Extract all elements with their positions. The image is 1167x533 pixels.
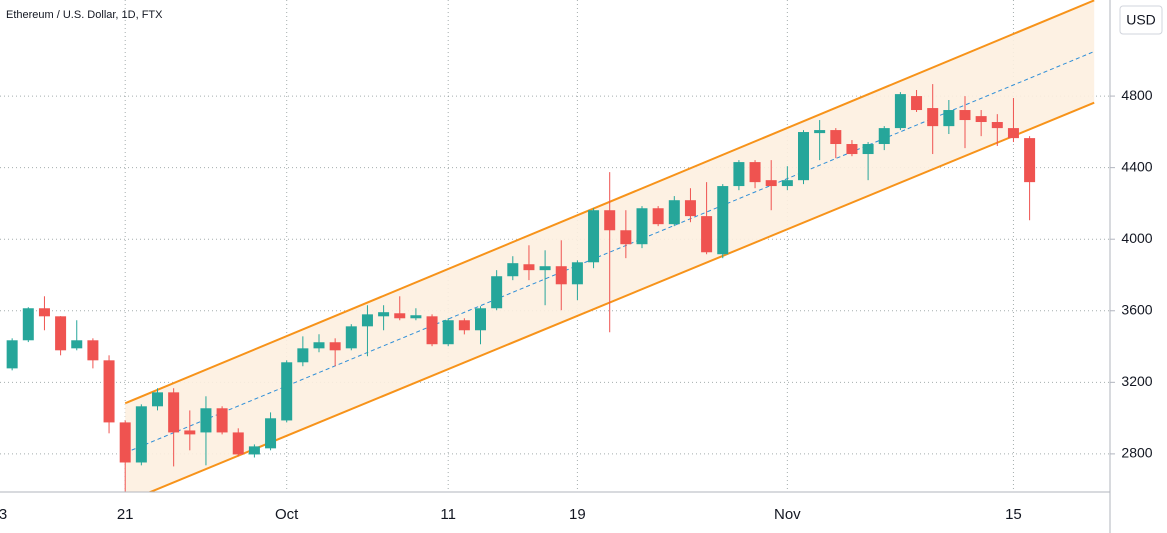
- candle-body: [991, 122, 1003, 129]
- axis-layer: 2800 3200 3600 4000 4400 4800 3 21 Oct 11 19 Nov 15: [0, 87, 1153, 523]
- candle-body: [135, 406, 147, 463]
- candle-body: [571, 262, 583, 285]
- y-tick-label: 4000: [1121, 230, 1152, 246]
- candle-body: [103, 360, 115, 423]
- candle-body: [378, 312, 390, 317]
- x-tick-label: 3: [0, 506, 7, 523]
- candle-body: [798, 132, 809, 181]
- candle-body: [765, 180, 777, 187]
- candle-body: [394, 313, 406, 319]
- y-tick-label: 2800: [1121, 445, 1152, 461]
- candle-body: [22, 308, 34, 341]
- candle-body: [733, 162, 745, 187]
- candle-body: [442, 320, 454, 345]
- candle-body: [184, 430, 196, 435]
- candle-body: [1024, 138, 1036, 183]
- candle-body: [539, 266, 551, 271]
- candle-body: [701, 216, 713, 253]
- x-tick-label: 15: [1005, 506, 1022, 523]
- candle-body: [38, 308, 50, 317]
- candle-body: [749, 162, 761, 183]
- candle-body: [830, 130, 842, 145]
- candle-body: [426, 316, 438, 345]
- candle-body: [668, 200, 680, 225]
- x-tick-label: Nov: [774, 506, 801, 523]
- candle-body: [119, 422, 131, 463]
- candle-body: [911, 96, 923, 111]
- candle-body: [329, 342, 341, 351]
- candle-body: [814, 130, 826, 134]
- candle-body: [943, 110, 955, 127]
- y-tick-label: 3200: [1121, 373, 1152, 389]
- candle-body: [313, 342, 325, 349]
- candle-body: [652, 208, 664, 225]
- candle-body: [410, 315, 422, 319]
- candle-body: [248, 446, 260, 455]
- candle-body: [846, 144, 858, 155]
- candle-body: [297, 348, 309, 363]
- candle-body: [684, 200, 696, 217]
- plot-area: [6, 0, 1095, 492]
- chart-title: Ethereum / U.S. Dollar, 1D, FTX: [6, 9, 163, 21]
- candle-body: [523, 264, 535, 271]
- candle-body: [87, 340, 99, 361]
- candle-body: [281, 362, 293, 421]
- candle-body: [55, 316, 67, 351]
- candle-body: [975, 116, 987, 123]
- candle-body: [265, 418, 277, 449]
- candle-body: [216, 408, 228, 433]
- candle-body: [507, 263, 519, 277]
- candle-body: [345, 326, 357, 349]
- x-tick-label: 19: [569, 506, 586, 523]
- candle-body: [555, 266, 567, 285]
- candle-body: [894, 94, 906, 129]
- candle-body: [588, 210, 600, 263]
- x-tick-label: Oct: [275, 506, 299, 523]
- candle-body: [458, 320, 470, 331]
- y-tick-label: 4800: [1121, 87, 1152, 103]
- candle-body: [959, 110, 971, 121]
- candle-body: [71, 340, 83, 349]
- candle-body: [717, 186, 729, 255]
- y-tick-label: 3600: [1121, 301, 1152, 317]
- unit-box: [1119, 5, 1163, 35]
- candle-body: [6, 340, 18, 369]
- candle-body: [604, 210, 616, 231]
- candle-body: [878, 128, 890, 145]
- candle-body: [620, 230, 632, 245]
- y-axis-unit: USD: [1126, 12, 1156, 28]
- candle-body: [152, 392, 163, 407]
- y-tick-label: 4400: [1121, 158, 1152, 174]
- candle-body: [781, 180, 793, 187]
- candle-body: [862, 144, 874, 155]
- candle-body: [168, 392, 180, 433]
- candle-body: [927, 108, 939, 127]
- x-tick-label: 21: [117, 506, 134, 523]
- candle-body: [361, 314, 373, 327]
- candle-body: [232, 432, 244, 455]
- x-tick-label: 11: [440, 506, 456, 523]
- candle-body: [475, 308, 486, 331]
- candle-body: [636, 208, 648, 245]
- candle-body: [200, 408, 212, 433]
- candle-body: [1007, 128, 1019, 139]
- candle-body: [491, 276, 503, 309]
